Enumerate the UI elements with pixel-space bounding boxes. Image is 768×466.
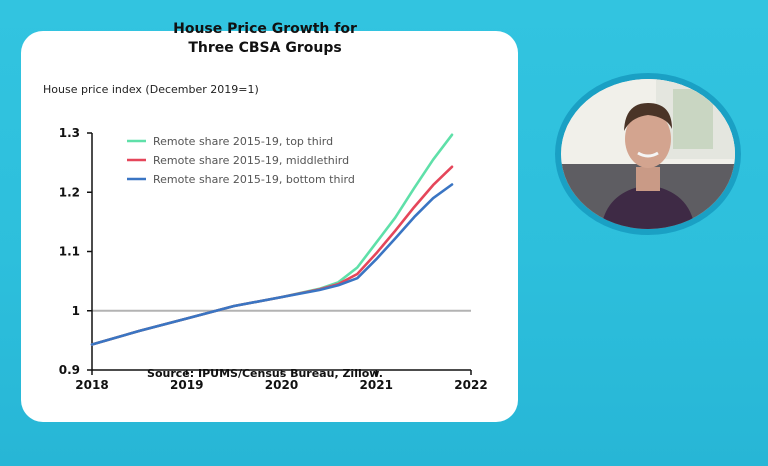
- y-axis-label: House price index (December 2019=1): [43, 83, 259, 96]
- legend-label-3: Remote share 2015-19, bottom third: [153, 173, 355, 186]
- presenter-image: [561, 79, 735, 229]
- x-tick-label: 2021: [360, 378, 393, 392]
- y-tick-label: 1: [72, 304, 80, 318]
- presenter-video: [561, 79, 735, 229]
- y-tick-label: 1.3: [59, 126, 80, 140]
- series-line-3: [90, 183, 454, 346]
- chart-card: [21, 31, 518, 422]
- chart-title-line-1: House Price Growth for: [173, 21, 357, 37]
- chart-source: Source: IPUMS/Census Bureau, Zillow.: [147, 367, 383, 380]
- x-tick-label: 2020: [265, 378, 298, 392]
- x-tick-label: 2022: [454, 378, 487, 392]
- legend-label-2: Remote share 2015-19, middlethird: [153, 154, 349, 167]
- presenter-webcam: [555, 73, 741, 235]
- y-tick-label: 1.2: [59, 185, 80, 199]
- chart-title-line-2: Three CBSA Groups: [188, 40, 342, 56]
- x-tick-label: 2018: [75, 378, 108, 392]
- x-tick-label: 2019: [170, 378, 203, 392]
- y-tick-label: 0.9: [59, 363, 80, 377]
- legend-label-1: Remote share 2015-19, top third: [153, 135, 333, 148]
- chart-title: House Price Growth for Three CBSA Groups: [0, 20, 530, 58]
- y-tick-label: 1.1: [59, 245, 80, 259]
- series-line-2: [90, 165, 454, 346]
